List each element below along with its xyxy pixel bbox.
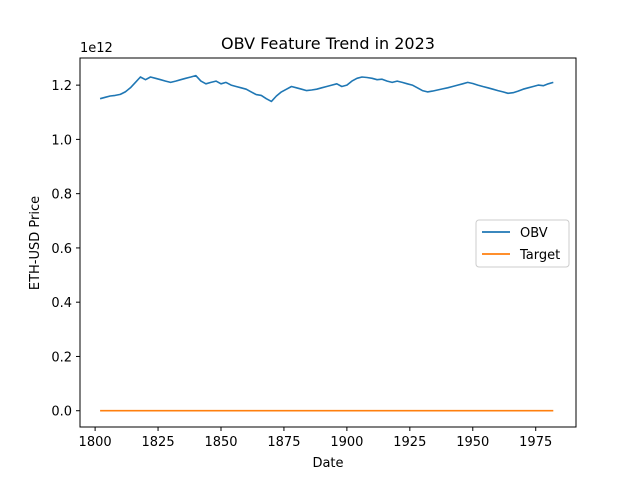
x-tick-label: 1975 — [519, 435, 552, 450]
y-axis-ticks: 0.0 0.2 0.4 0.6 0.8 1.0 1.2 — [51, 79, 80, 420]
y-axis-label: ETH-USD Price — [28, 196, 43, 290]
x-tick-label: 1925 — [393, 435, 426, 450]
x-axis-label: Date — [312, 456, 343, 471]
x-tick-label: 1825 — [142, 435, 175, 450]
y-tick-label: 0.0 — [51, 405, 72, 420]
chart-title: OBV Feature Trend in 2023 — [221, 34, 435, 53]
y-tick-label: 1.2 — [51, 79, 72, 94]
x-tick-label: 1850 — [204, 435, 237, 450]
y-tick-label: 0.8 — [51, 188, 72, 203]
legend: OBV Target — [475, 219, 570, 268]
x-tick-label: 1800 — [79, 435, 112, 450]
plot-area — [79, 57, 577, 428]
y-tick-label: 1.0 — [51, 133, 72, 148]
x-axis-ticks: 1800 1825 1850 1875 1900 1925 1950 1975 — [79, 427, 552, 450]
series-line-obv — [99, 74, 554, 103]
plot-frame — [79, 57, 577, 428]
x-tick-label: 1950 — [456, 435, 489, 450]
y-tick-label: 0.2 — [51, 350, 72, 365]
legend-label-target: Target — [519, 248, 560, 263]
y-tick-label: 0.4 — [51, 296, 72, 311]
legend-label-obv: OBV — [520, 226, 548, 241]
x-tick-label: 1900 — [330, 435, 363, 450]
x-tick-label: 1875 — [267, 435, 300, 450]
y-tick-label: 0.6 — [51, 242, 72, 257]
y-axis-offset-label: 1e12 — [80, 41, 113, 56]
